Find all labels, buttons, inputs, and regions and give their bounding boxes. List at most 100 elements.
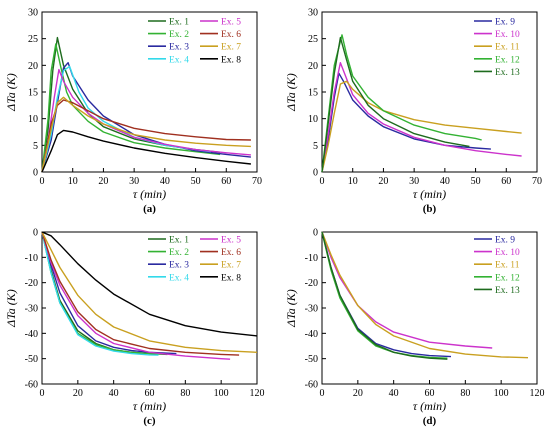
legend-entry: Ex. 4 <box>169 273 189 283</box>
legend-entry: Ex. 9 <box>495 236 515 246</box>
legend-entry: Ex. 13 <box>495 286 520 296</box>
y-tick-label: -50 <box>25 354 38 365</box>
y-tick-label: -40 <box>25 329 38 340</box>
y-tick-label: 0 <box>33 228 38 239</box>
x-tick-label: 60 <box>221 176 231 187</box>
series-line <box>41 231 258 353</box>
legend-entry: Ex. 11 <box>495 261 520 271</box>
y-tick-label: -10 <box>305 253 318 264</box>
legend-entry: Ex. 3 <box>169 261 189 271</box>
y-tick-label: 0 <box>313 168 318 179</box>
y-tick-label: 0 <box>33 168 38 179</box>
legend-entry: Ex. 1 <box>169 236 189 246</box>
series-line <box>321 72 491 173</box>
series-line <box>321 231 529 359</box>
x-tick-label: 60 <box>145 388 155 399</box>
y-tick-label: 15 <box>308 88 318 99</box>
series-line <box>41 231 159 356</box>
series-line <box>41 99 251 173</box>
legend-entry: Ex. 4 <box>169 55 189 65</box>
x-axis-title: τ (min) <box>133 399 166 413</box>
x-tick-label: 60 <box>501 176 511 187</box>
series-line <box>41 62 251 173</box>
legend-entry: Ex. 6 <box>221 30 241 40</box>
series-line <box>321 231 448 360</box>
x-tick-label: 40 <box>389 388 399 399</box>
series-line <box>41 129 251 173</box>
x-tick-label: 120 <box>530 388 545 399</box>
x-tick-label: 100 <box>214 388 229 399</box>
x-tick-label: 70 <box>532 176 542 187</box>
x-tick-label: 10 <box>348 176 358 187</box>
series-line <box>321 36 470 173</box>
x-tick-label: 20 <box>98 176 108 187</box>
y-tick-label: -20 <box>25 278 38 289</box>
legend-entry: Ex. 10 <box>495 248 520 258</box>
legend-entry: Ex. 11 <box>495 43 520 53</box>
x-tick-label: 20 <box>353 388 363 399</box>
legend-entry: Ex. 8 <box>221 55 241 65</box>
y-tick-label: 20 <box>28 61 38 72</box>
y-tick-label: 5 <box>313 141 318 152</box>
y-tick-label: 0 <box>313 228 318 239</box>
x-tick-label: 0 <box>320 176 325 187</box>
y-tick-label: 10 <box>308 114 318 125</box>
series-line <box>41 65 211 173</box>
y-tick-label: 25 <box>308 34 318 45</box>
y-tick-label: -40 <box>305 329 318 340</box>
x-tick-label: 40 <box>160 176 170 187</box>
y-tick-label: 15 <box>28 88 38 99</box>
x-tick-label: 20 <box>73 388 83 399</box>
series-line <box>41 231 177 355</box>
legend-entry: Ex. 7 <box>221 43 241 53</box>
y-tick-label: -30 <box>25 304 38 315</box>
x-tick-label: 70 <box>252 176 262 187</box>
series-line <box>41 231 231 360</box>
legend-entry: Ex. 8 <box>221 273 241 283</box>
y-tick-label: 30 <box>308 8 318 19</box>
panel-label: (c) <box>143 415 156 427</box>
legend-entry: Ex. 2 <box>169 30 189 40</box>
series-line <box>41 68 251 173</box>
y-tick-label: -10 <box>25 253 38 264</box>
y-tick-label: -20 <box>305 278 318 289</box>
series-line <box>321 62 522 173</box>
y-tick-label: -60 <box>25 380 38 391</box>
x-tick-label: 10 <box>68 176 78 187</box>
x-tick-label: 120 <box>250 388 265 399</box>
x-tick-label: 0 <box>40 388 45 399</box>
legend-entry: Ex. 1 <box>169 18 189 28</box>
y-tick-label: -60 <box>305 380 318 391</box>
series-line <box>321 231 493 349</box>
series-line <box>321 231 452 358</box>
series-line <box>41 231 258 337</box>
y-tick-label: 5 <box>33 141 38 152</box>
y-tick-label: 25 <box>28 34 38 45</box>
legend-entry: Ex. 12 <box>495 55 520 65</box>
y-axis-title: ΔTa (K) <box>4 73 18 112</box>
legend-entry: Ex. 2 <box>169 248 189 258</box>
x-tick-label: 50 <box>191 176 201 187</box>
y-axis-title: ΔTa (K) <box>284 73 298 112</box>
panel-label: (b) <box>423 203 437 215</box>
chart-panel: 0 20 40 60 80 100 120 -60 -50 -40 -30 -20 -10 0 τ (min… <box>284 228 545 428</box>
x-tick-label: 0 <box>40 176 45 187</box>
y-tick-label: -30 <box>305 304 318 315</box>
y-tick-label: -50 <box>305 354 318 365</box>
x-tick-label: 30 <box>409 176 419 187</box>
x-tick-label: 0 <box>320 388 325 399</box>
legend-entry: Ex. 10 <box>495 30 520 40</box>
panel-label: (d) <box>423 415 437 427</box>
x-tick-label: 60 <box>425 388 435 399</box>
x-tick-label: 80 <box>460 388 470 399</box>
x-tick-label: 80 <box>180 388 190 399</box>
legend-entry: Ex. 5 <box>221 236 241 246</box>
y-tick-label: 10 <box>28 114 38 125</box>
x-axis-title: τ (min) <box>133 187 166 201</box>
x-tick-label: 50 <box>471 176 481 187</box>
x-axis-title: τ (min) <box>413 187 446 201</box>
series-line <box>41 96 251 173</box>
series-line <box>321 231 448 359</box>
y-tick-label: 30 <box>28 8 38 19</box>
